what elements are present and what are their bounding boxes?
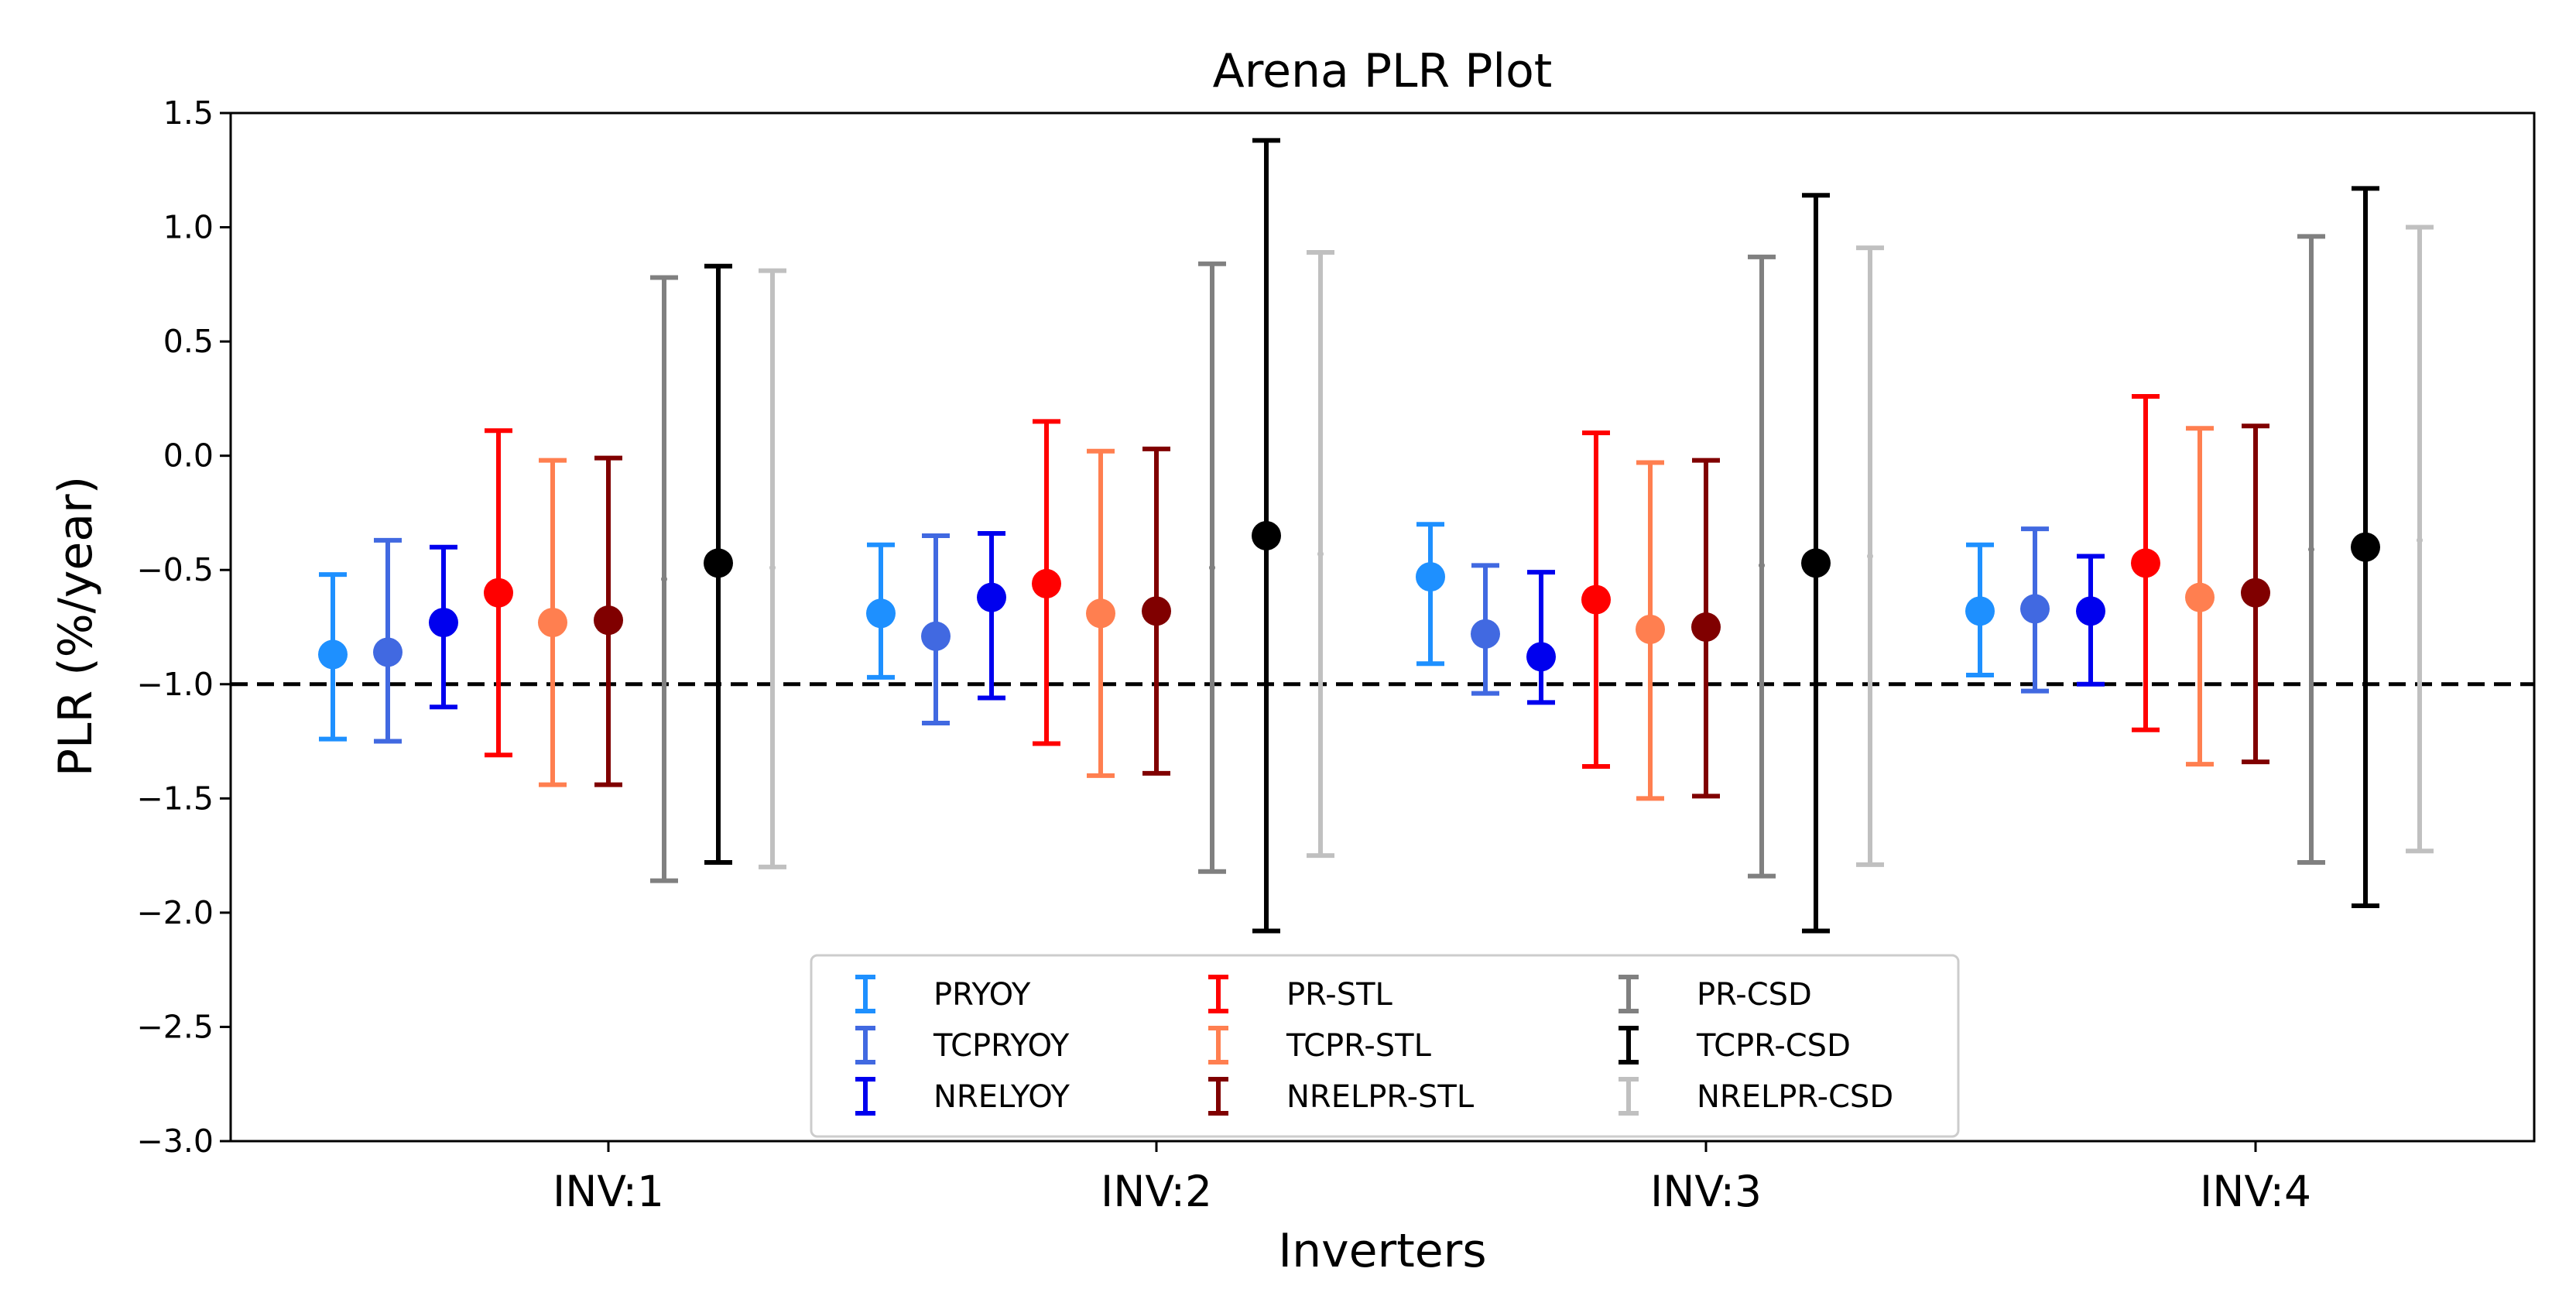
chart-title: Arena PLR Plot xyxy=(1213,44,1553,98)
legend-item-tcpr-csd: TCPR-CSD xyxy=(1619,1026,1851,1064)
series-tcpryoy xyxy=(373,526,2050,744)
data-point xyxy=(2241,578,2270,608)
data-point xyxy=(429,608,458,638)
data-point xyxy=(1142,596,1171,626)
series-nrelyoy xyxy=(429,531,2105,710)
data-point xyxy=(1581,585,1611,615)
y-tick-label: 0.5 xyxy=(163,323,214,360)
y-tick-label: −2.5 xyxy=(136,1008,214,1045)
legend-item-tcpryoy: TCPRYOY xyxy=(855,1026,1070,1064)
legend-item-nrelpr-stl: NRELPR-STL xyxy=(1208,1077,1475,1116)
data-point xyxy=(1032,568,1061,598)
legend: PRYOY TCPRYOY NRELYOY PR-STL TCPR-STL NRELPR-… xyxy=(810,954,1960,1138)
data-point xyxy=(1801,548,1831,578)
data-point xyxy=(1471,619,1500,649)
data-point xyxy=(1759,562,1765,569)
legend-item-pryoy: PRYOY xyxy=(855,975,1031,1013)
series-tcpr-csd xyxy=(704,138,2380,934)
y-tick-label: 1.0 xyxy=(163,209,214,246)
legend-label: NRELYOY xyxy=(933,1079,1070,1115)
data-point xyxy=(1416,562,1445,592)
data-point xyxy=(1691,612,1721,642)
data-point xyxy=(769,564,776,571)
legend-box xyxy=(810,954,1960,1138)
series-nrelpr-stl xyxy=(594,423,2270,799)
plot-frame xyxy=(229,111,2536,1143)
x-tick-label: INV:1 xyxy=(553,1167,664,1216)
legend-label: PR-STL xyxy=(1286,977,1393,1013)
legend-label: TCPR-STL xyxy=(1286,1028,1432,1064)
data-point xyxy=(2131,548,2160,578)
series-layer xyxy=(318,138,2434,934)
data-point xyxy=(2185,582,2215,612)
x-tick-label: INV:2 xyxy=(1101,1167,1212,1216)
data-point xyxy=(866,598,896,629)
x-ticks: INV:1 INV:2 INV:3 INV:4 xyxy=(553,1141,2311,1216)
data-point xyxy=(594,605,623,636)
legend-label: NRELPR-CSD xyxy=(1697,1079,1893,1115)
y-tick-label: −1.0 xyxy=(136,666,214,703)
x-tick-label: INV:3 xyxy=(1650,1167,1762,1216)
data-point xyxy=(484,578,513,608)
legend-item-nrelyoy: NRELYOY xyxy=(855,1077,1070,1116)
data-point xyxy=(1209,564,1215,571)
y-tick-label: −2.0 xyxy=(136,894,214,931)
y-tick-label: 0.0 xyxy=(163,437,214,475)
legend-item-pr-stl: PR-STL xyxy=(1208,975,1393,1013)
y-tick-label: 1.5 xyxy=(163,94,214,132)
data-point xyxy=(318,639,348,670)
data-point xyxy=(1526,642,1556,672)
data-point xyxy=(1252,520,1281,550)
series-pryoy xyxy=(318,522,1995,742)
data-point xyxy=(1867,553,1873,560)
y-ticks: 1.5 1.0 0.5 0.0 −0.5 −1.0 −1.5 −2.0 −2.5 −3.0 xyxy=(136,94,231,1160)
data-point xyxy=(1317,550,1324,557)
data-point xyxy=(661,576,667,583)
y-tick-label: −0.5 xyxy=(136,551,214,588)
data-point xyxy=(2308,546,2314,553)
data-point xyxy=(704,548,733,578)
legend-label: NRELPR-STL xyxy=(1286,1079,1475,1115)
x-axis-label: Inverters xyxy=(1278,1224,1486,1278)
data-point xyxy=(2351,532,2380,562)
data-point xyxy=(373,637,402,667)
legend-label: TCPRYOY xyxy=(933,1028,1070,1064)
data-point xyxy=(1965,596,1995,626)
y-tick-label: −3.0 xyxy=(136,1123,214,1160)
legend-label: PR-CSD xyxy=(1697,977,1812,1013)
x-tick-label: INV:4 xyxy=(2200,1167,2311,1216)
series-pr-csd xyxy=(650,234,2325,883)
legend-item-nrelpr-csd: NRELPR-CSD xyxy=(1619,1077,1893,1116)
y-axis-label: PLR (%/year) xyxy=(49,476,103,776)
series-pr-stl xyxy=(484,393,2160,770)
series-nrelpr-csd xyxy=(759,225,2434,869)
data-point xyxy=(1086,598,1115,629)
data-point xyxy=(2417,537,2423,543)
y-tick-label: −1.5 xyxy=(136,780,214,817)
data-point xyxy=(977,582,1006,612)
data-point xyxy=(538,608,567,638)
data-point xyxy=(1636,614,1665,644)
data-point xyxy=(2076,596,2105,626)
legend-label: TCPR-CSD xyxy=(1696,1028,1851,1064)
legend-label: PRYOY xyxy=(933,977,1031,1013)
series-tcpr-stl xyxy=(538,426,2215,801)
data-point xyxy=(921,621,951,651)
data-point xyxy=(2020,594,2050,624)
legend-item-tcpr-stl: TCPR-STL xyxy=(1208,1026,1432,1064)
legend-item-pr-csd: PR-CSD xyxy=(1619,975,1812,1013)
